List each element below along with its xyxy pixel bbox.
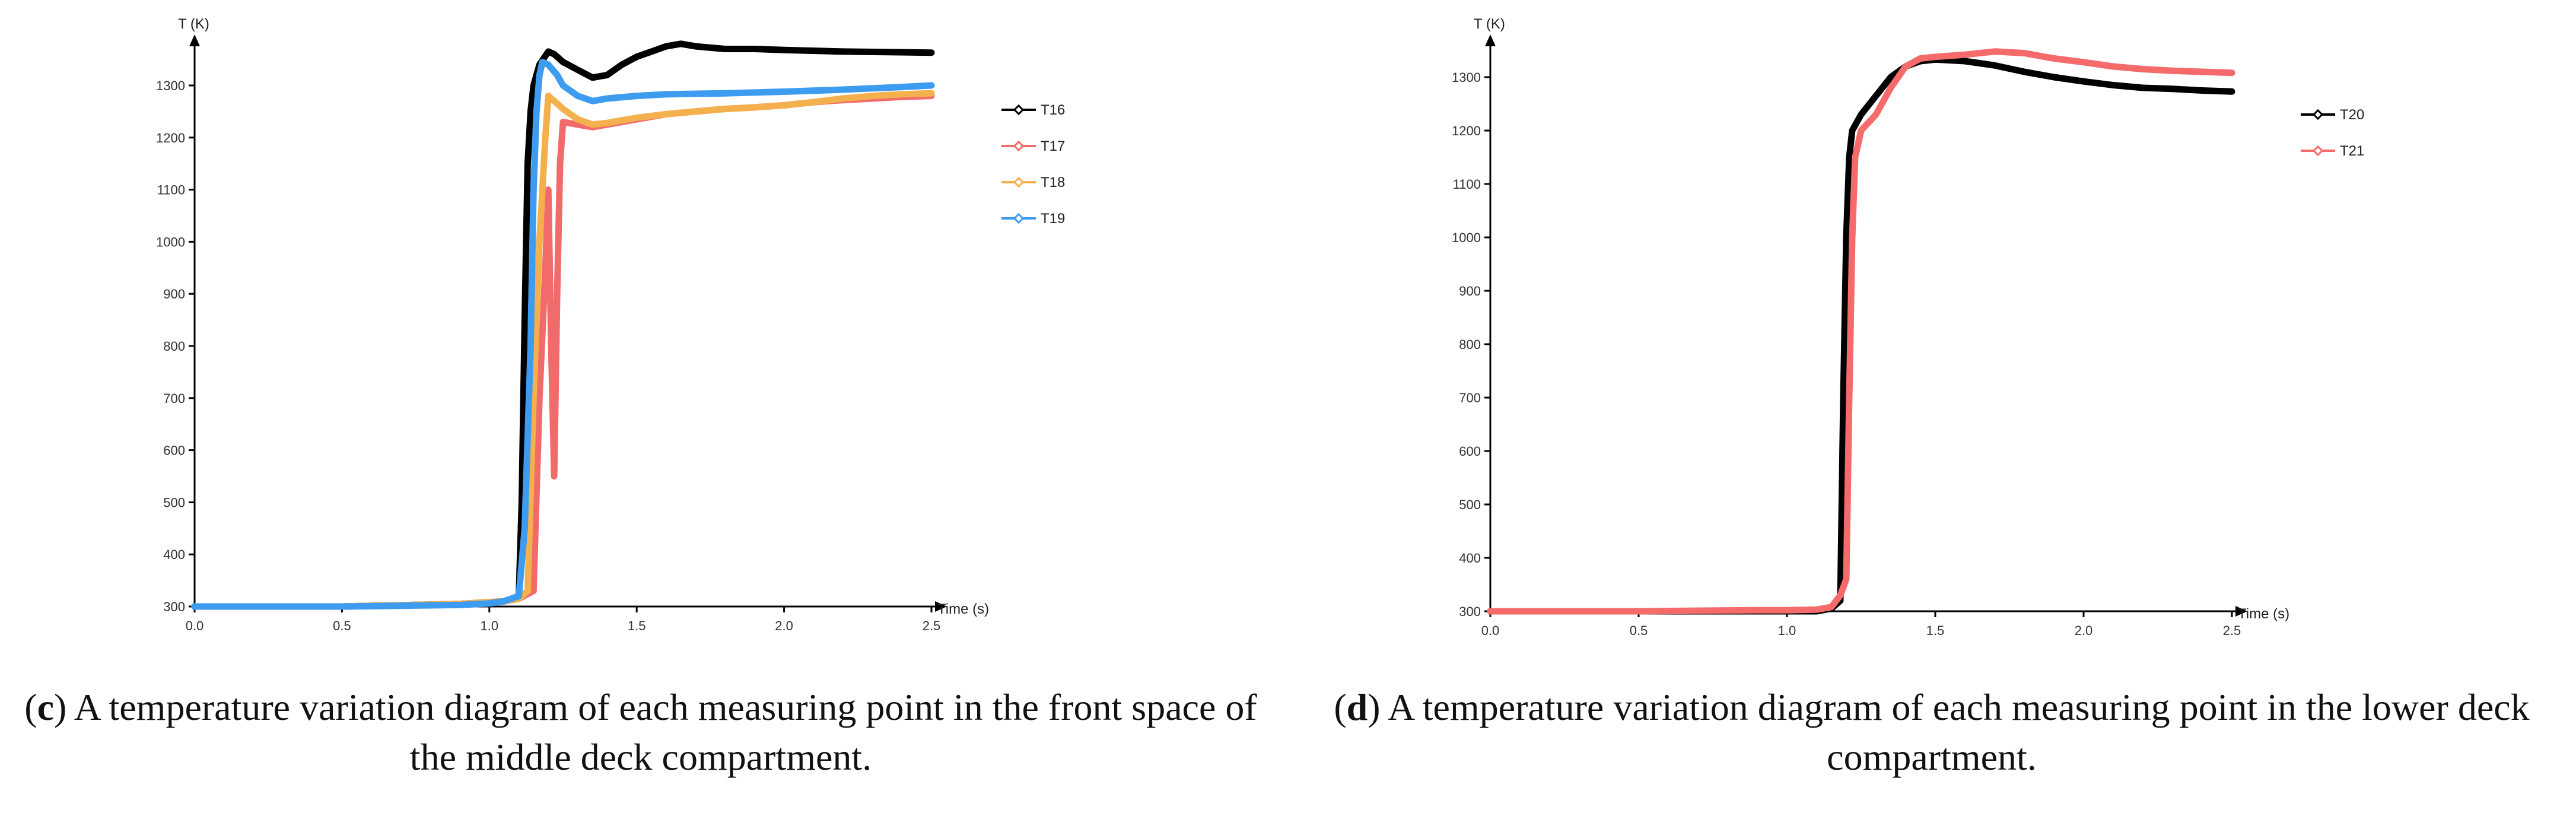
y-axis-title: T (K)	[178, 16, 209, 32]
y-tick-label: 700	[163, 391, 185, 406]
y-tick-label: 1300	[1452, 70, 1481, 85]
chart-0: T (K) Time (s) 300 400 500 600 700 800 900 1000 11…	[156, 16, 1065, 633]
caption-c-text: A temperature variation diagram of each …	[66, 686, 1257, 778]
caption-d: (d) A temperature variation diagram of e…	[1287, 682, 2576, 782]
caption-d-letter: d	[1346, 686, 1368, 728]
legend-label: T16	[1041, 102, 1065, 118]
legend-marker	[1013, 176, 1025, 188]
y-tick-label: 1200	[1452, 123, 1481, 138]
x-tick-label: 1.5	[628, 618, 646, 633]
legend-item-T16: T16	[1001, 102, 1065, 118]
x-tick-label: 2.0	[775, 618, 793, 633]
legend-item-T21: T21	[2301, 143, 2364, 159]
legend-label: T17	[1041, 138, 1065, 154]
legend-item-T18: T18	[1001, 174, 1065, 190]
y-tick-label: 400	[1459, 551, 1481, 566]
x-tick-label: 2.0	[2075, 623, 2093, 638]
legend-marker	[1013, 212, 1025, 224]
y-tick-label: 1100	[1453, 177, 1481, 192]
y-axis-arrow	[189, 34, 200, 46]
legend-item-T19: T19	[1001, 211, 1065, 227]
caption-c-close: )	[54, 686, 67, 728]
y-tick-label: 300	[1459, 604, 1481, 619]
caption-d-close: )	[1367, 686, 1381, 728]
y-tick-label: 800	[1459, 337, 1481, 352]
caption-d-open: (	[1334, 686, 1347, 728]
series-line-T17	[191, 93, 935, 610]
caption-d-text: A temperature variation diagram of each …	[1380, 686, 2530, 778]
legend-marker	[2312, 145, 2324, 157]
legend-marker	[2312, 109, 2324, 120]
x-axis-title: Time (s)	[2238, 606, 2289, 622]
y-tick-label: 700	[1459, 390, 1481, 405]
x-tick-label: 1.0	[1778, 623, 1796, 638]
x-tick-label: 1.0	[481, 618, 499, 633]
y-tick-label: 800	[163, 339, 185, 354]
x-tick-label: 0.5	[333, 618, 351, 633]
x-tick-label: 2.5	[923, 618, 941, 633]
legend-item-T17: T17	[1001, 138, 1065, 154]
caption-c-open: (	[24, 686, 37, 728]
x-axis-arrow	[2235, 606, 2247, 617]
legend-label: T18	[1041, 174, 1065, 190]
series-line-T19	[191, 59, 935, 610]
caption-c-letter: c	[37, 686, 54, 728]
y-tick-label: 900	[163, 287, 185, 301]
y-tick-label: 1100	[157, 183, 185, 198]
x-axis-arrow	[935, 601, 947, 612]
y-tick-label: 600	[1459, 444, 1481, 459]
y-tick-label: 300	[163, 599, 185, 614]
y-tick-label: 500	[1459, 497, 1481, 512]
caption-c: (c) A temperature variation diagram of e…	[0, 682, 1281, 782]
legend-label: T21	[2340, 143, 2364, 159]
x-axis-title: Time (s)	[937, 601, 989, 617]
x-tick-label: 0.0	[1481, 623, 1500, 638]
x-tick-label: 0.5	[1630, 623, 1648, 638]
legend-item-T20: T20	[2301, 107, 2364, 123]
y-tick-label: 1000	[156, 234, 185, 249]
legend-marker	[1013, 140, 1025, 152]
y-tick-label: 400	[163, 547, 185, 562]
y-axis-arrow	[1485, 34, 1496, 46]
legend-label: T19	[1041, 211, 1065, 227]
series-line-T21	[1487, 48, 2235, 615]
y-tick-label: 1300	[156, 78, 185, 93]
x-tick-label: 0.0	[186, 618, 204, 633]
legend-label: T20	[2340, 107, 2364, 123]
legend-marker	[1013, 104, 1025, 116]
y-tick-label: 1000	[1452, 230, 1481, 245]
y-tick-label: 600	[163, 443, 185, 458]
x-tick-label: 1.5	[1926, 623, 1945, 638]
y-tick-label: 1200	[156, 131, 185, 145]
x-tick-label: 2.5	[2223, 623, 2241, 638]
y-tick-label: 900	[1459, 284, 1481, 299]
chart-1: T (K) Time (s) 300 400 500 600 700 800 900 1000 11…	[1452, 16, 2364, 638]
y-axis-title: T (K)	[1474, 16, 1505, 32]
y-tick-label: 500	[163, 495, 185, 510]
